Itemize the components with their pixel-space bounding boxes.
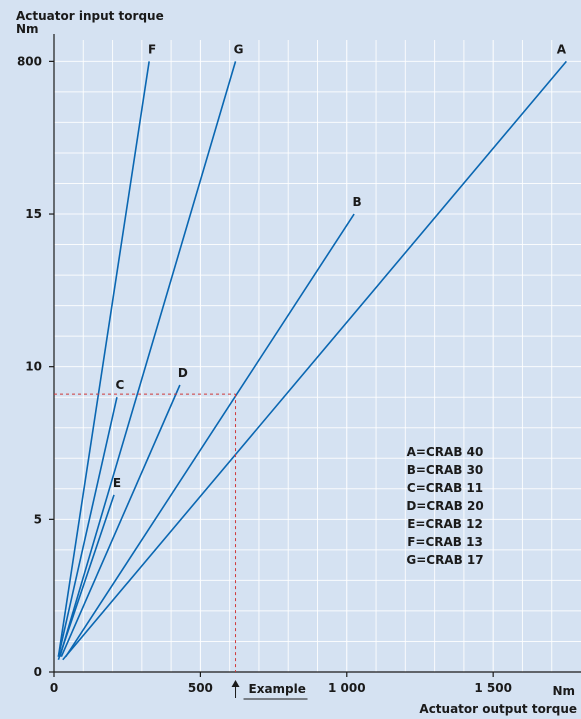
series-label-c: C: [116, 378, 125, 392]
y-tick-label: 800: [17, 54, 42, 68]
axes: 0 5 10 15 800 0 500 1 000 1 500 Actuator input to…: [16, 9, 581, 716]
series-line-a: [62, 60, 567, 661]
x-tick-label: 1 000: [328, 681, 366, 695]
y-tick-label: 5: [34, 512, 42, 526]
legend-entry: F=CRAB 13: [407, 535, 483, 549]
series-label-d: D: [178, 366, 188, 380]
y-tick-label: 15: [25, 207, 42, 221]
legend: A=CRAB 40 B=CRAB 30 C=CRAB 11 D=CRAB 20 E=CR…: [406, 445, 483, 567]
y-tick-label: 10: [25, 360, 42, 374]
x-tick-label: 1 500: [474, 681, 512, 695]
example-label: Example: [249, 682, 306, 696]
x-tick-label: 500: [188, 681, 213, 695]
series-label-e: E: [113, 476, 121, 490]
series-label-a: A: [557, 42, 567, 56]
series-label-b: B: [353, 195, 362, 209]
series-line-b: [65, 213, 355, 658]
grid: [54, 40, 581, 672]
legend-entry: A=CRAB 40: [407, 445, 484, 459]
series-label-g: G: [234, 42, 244, 56]
y-axis-unit: Nm: [16, 22, 39, 36]
series-label-f: F: [148, 42, 156, 56]
x-axis-unit: Nm: [552, 684, 575, 698]
legend-entry: D=CRAB 20: [406, 499, 483, 513]
series-line-f: [57, 61, 150, 657]
series-lines: A B C D E F G: [57, 42, 567, 661]
y-tick-label: 0: [34, 665, 42, 679]
legend-entry: E=CRAB 12: [407, 517, 483, 531]
example-arrow-head: [231, 680, 240, 687]
y-axis-title: Actuator input torque: [16, 9, 164, 23]
legend-entry: B=CRAB 30: [407, 463, 484, 477]
series-line-c: [57, 397, 118, 657]
legend-entry: G=CRAB 17: [406, 553, 483, 567]
example-marker: Example: [54, 393, 308, 700]
series-line-g: [59, 61, 237, 657]
x-axis-title: Actuator output torque: [419, 702, 577, 716]
x-tick-label: 0: [50, 681, 58, 695]
series-line-d: [60, 384, 181, 658]
legend-entry: C=CRAB 11: [407, 481, 483, 495]
